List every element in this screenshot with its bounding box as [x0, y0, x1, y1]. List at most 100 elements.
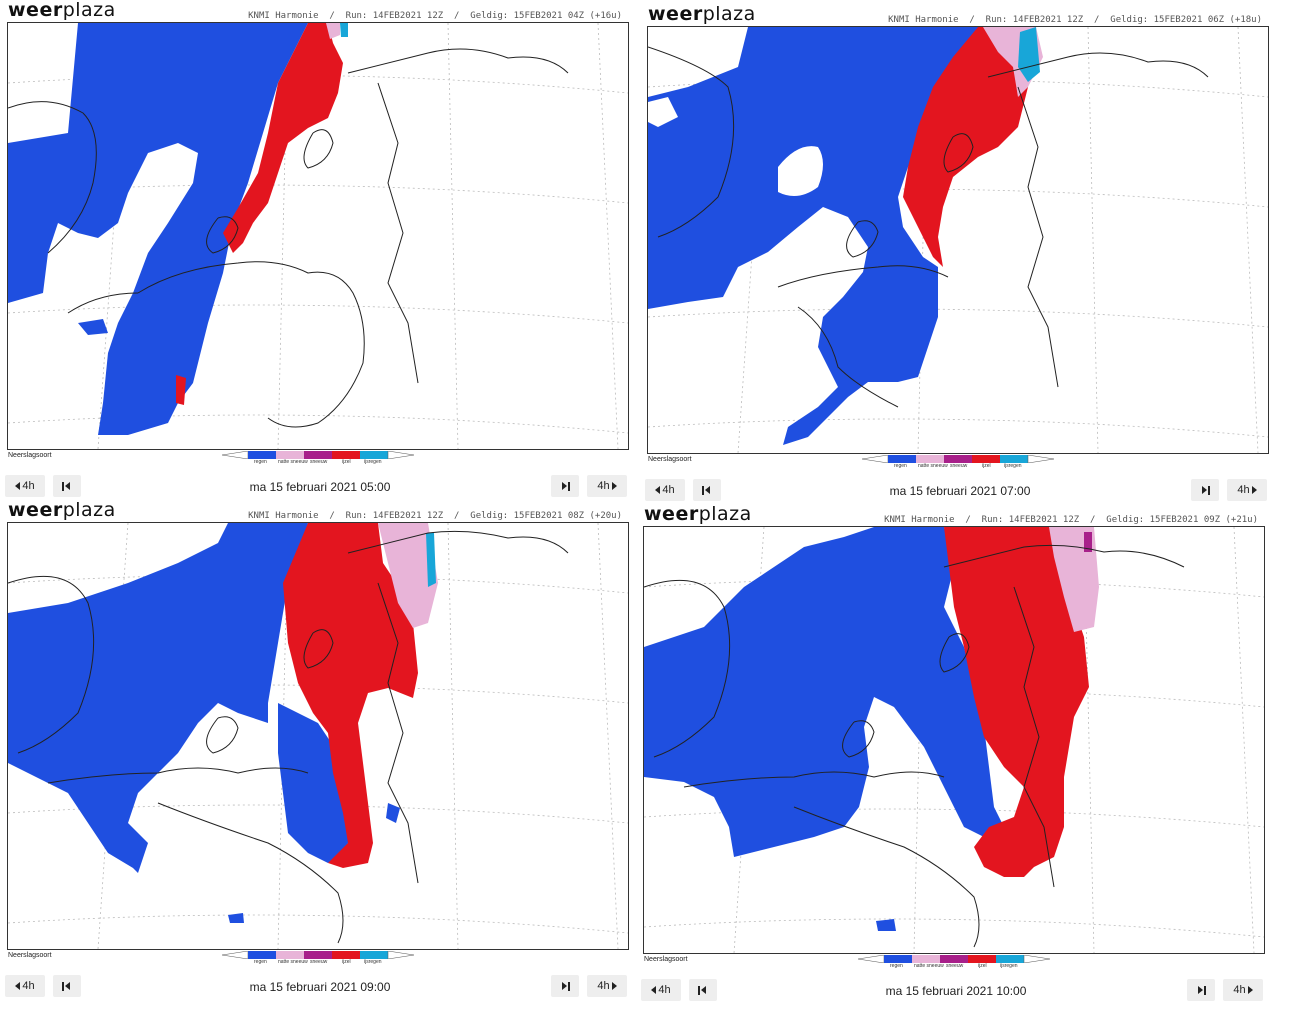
- legend-title: Neerslagsoort: [644, 956, 688, 963]
- freezing-rain-area: [283, 523, 418, 868]
- legend-label: regen: [890, 963, 903, 969]
- rain-area: [278, 703, 358, 863]
- sleet-area: [1049, 527, 1099, 632]
- snow-area: [1084, 532, 1092, 552]
- weerplaza-logo: weerplaza: [644, 503, 752, 525]
- chevron-right-icon: [611, 482, 617, 490]
- precipitation-map: [647, 26, 1269, 454]
- forward-4h-button[interactable]: 4h: [587, 475, 627, 497]
- chevron-left-icon: [651, 986, 657, 994]
- legend-label: regen: [894, 463, 907, 469]
- run-info: KNMI Harmonie / Run: 14FEB2021 12Z / Gel…: [884, 515, 1258, 525]
- map-panel-1: weerplaza KNMI Harmonie / Run: 14FEB2021…: [0, 0, 640, 500]
- rain-hole: [778, 146, 823, 196]
- rain-patch: [876, 919, 896, 931]
- skip-to-first-button[interactable]: [689, 979, 717, 1001]
- skip-to-first-icon: [702, 485, 712, 495]
- skip-to-first-button[interactable]: [53, 975, 81, 997]
- skip-to-first-icon: [698, 985, 708, 995]
- legend-label: ijzel: [342, 459, 351, 465]
- skip-to-last-icon: [1196, 985, 1206, 995]
- skip-to-first-icon: [62, 481, 72, 491]
- map-panel-3: weerplaza KNMI Harmonie / Run: 14FEB2021…: [0, 499, 640, 1000]
- chevron-left-icon: [15, 982, 21, 990]
- legend-label: natte sneeuw: [278, 459, 308, 465]
- skip-to-last-icon: [560, 981, 570, 991]
- run-info: KNMI Harmonie / Run: 14FEB2021 12Z / Gel…: [888, 15, 1262, 25]
- chevron-right-icon: [1247, 986, 1253, 994]
- legend-title: Neerslagsoort: [8, 952, 52, 959]
- legend-label: natte sneeuw: [914, 963, 944, 969]
- rain-patch: [228, 913, 244, 923]
- rain-patch: [78, 319, 108, 335]
- map-panel-2: weerplaza KNMI Harmonie / Run: 14FEB2021…: [640, 3, 1280, 504]
- forward-4h-button[interactable]: 4h: [1223, 979, 1263, 1001]
- skip-to-last-button[interactable]: [551, 475, 579, 497]
- skip-to-last-icon: [1200, 485, 1210, 495]
- rain-area: [8, 523, 308, 873]
- legend-label: natte sneeuw: [918, 463, 948, 469]
- run-info: KNMI Harmonie / Run: 14FEB2021 12Z / Gel…: [248, 511, 622, 521]
- precipitation-map: [7, 22, 629, 450]
- rain-patch: [386, 803, 400, 823]
- rain-area: [648, 27, 988, 445]
- back-4h-button[interactable]: 4h: [641, 979, 681, 1001]
- skip-to-first-icon: [62, 981, 72, 991]
- legend-label: regen: [254, 959, 267, 965]
- skip-to-first-button[interactable]: [693, 479, 721, 501]
- map-panel-4: weerplaza KNMI Harmonie / Run: 14FEB2021…: [636, 503, 1276, 1004]
- skip-to-last-icon: [560, 481, 570, 491]
- back-4h-button[interactable]: 4h: [645, 479, 685, 501]
- precipitation-map: [7, 522, 629, 950]
- forward-4h-button[interactable]: 4h: [587, 975, 627, 997]
- rain-hole: [648, 97, 678, 127]
- sleet-area: [326, 23, 340, 39]
- sleet-area: [378, 523, 438, 628]
- skip-to-first-button[interactable]: [53, 475, 81, 497]
- skip-to-last-button[interactable]: [551, 975, 579, 997]
- legend-label: sneeuw: [950, 463, 968, 469]
- date-label: ma 15 februari 2021 10:00: [885, 984, 1027, 998]
- legend-title: Neerslagsoort: [8, 452, 52, 459]
- date-label: ma 15 februari 2021 07:00: [889, 484, 1031, 498]
- legend-label: ijzel: [982, 463, 991, 469]
- chevron-left-icon: [15, 482, 21, 490]
- back-4h-button[interactable]: 4h: [5, 475, 45, 497]
- legend-label: sneeuw: [310, 959, 328, 965]
- chevron-left-icon: [655, 486, 661, 494]
- freezing-rain-area: [223, 23, 343, 253]
- weerplaza-logo: weerplaza: [8, 0, 116, 21]
- ice-pellets-area: [340, 23, 348, 37]
- precipitation-map: [643, 526, 1265, 954]
- legend-label: ijzel: [342, 959, 351, 965]
- legend-label: ijsregen: [1004, 463, 1022, 469]
- legend-label: ijsregen: [364, 459, 382, 465]
- legend: regen natte sneeuw sneeuw ijzel ijsregen: [858, 955, 1050, 975]
- forward-4h-button[interactable]: 4h: [1227, 479, 1267, 501]
- date-label: ma 15 februari 2021 05:00: [249, 480, 391, 494]
- country-borders: [8, 48, 569, 428]
- weerplaza-logo: weerplaza: [8, 499, 116, 521]
- freezing-rain-area: [944, 527, 1089, 877]
- chevron-right-icon: [611, 982, 617, 990]
- legend-label: ijsregen: [1000, 963, 1018, 969]
- weerplaza-logo: weerplaza: [648, 3, 756, 25]
- legend-label: regen: [254, 459, 267, 465]
- freezing-rain-patch: [176, 375, 186, 405]
- legend: regen natte sneeuw sneeuw ijzel ijsregen: [222, 451, 414, 471]
- freezing-rain-area: [903, 27, 1028, 267]
- rain-area: [644, 527, 1004, 857]
- chevron-right-icon: [1251, 486, 1257, 494]
- legend-label: sneeuw: [946, 963, 964, 969]
- date-label: ma 15 februari 2021 09:00: [249, 980, 391, 994]
- legend-label: ijzel: [978, 963, 987, 969]
- skip-to-last-button[interactable]: [1187, 979, 1215, 1001]
- legend-label: natte sneeuw: [278, 959, 308, 965]
- skip-to-last-button[interactable]: [1191, 479, 1219, 501]
- legend: regen natte sneeuw sneeuw ijzel ijsregen: [222, 951, 414, 971]
- back-4h-button[interactable]: 4h: [5, 975, 45, 997]
- legend-title: Neerslagsoort: [648, 456, 692, 463]
- run-info: KNMI Harmonie / Run: 14FEB2021 12Z / Gel…: [248, 11, 622, 21]
- legend: regen natte sneeuw sneeuw ijzel ijsregen: [862, 455, 1054, 475]
- legend-label: ijsregen: [364, 959, 382, 965]
